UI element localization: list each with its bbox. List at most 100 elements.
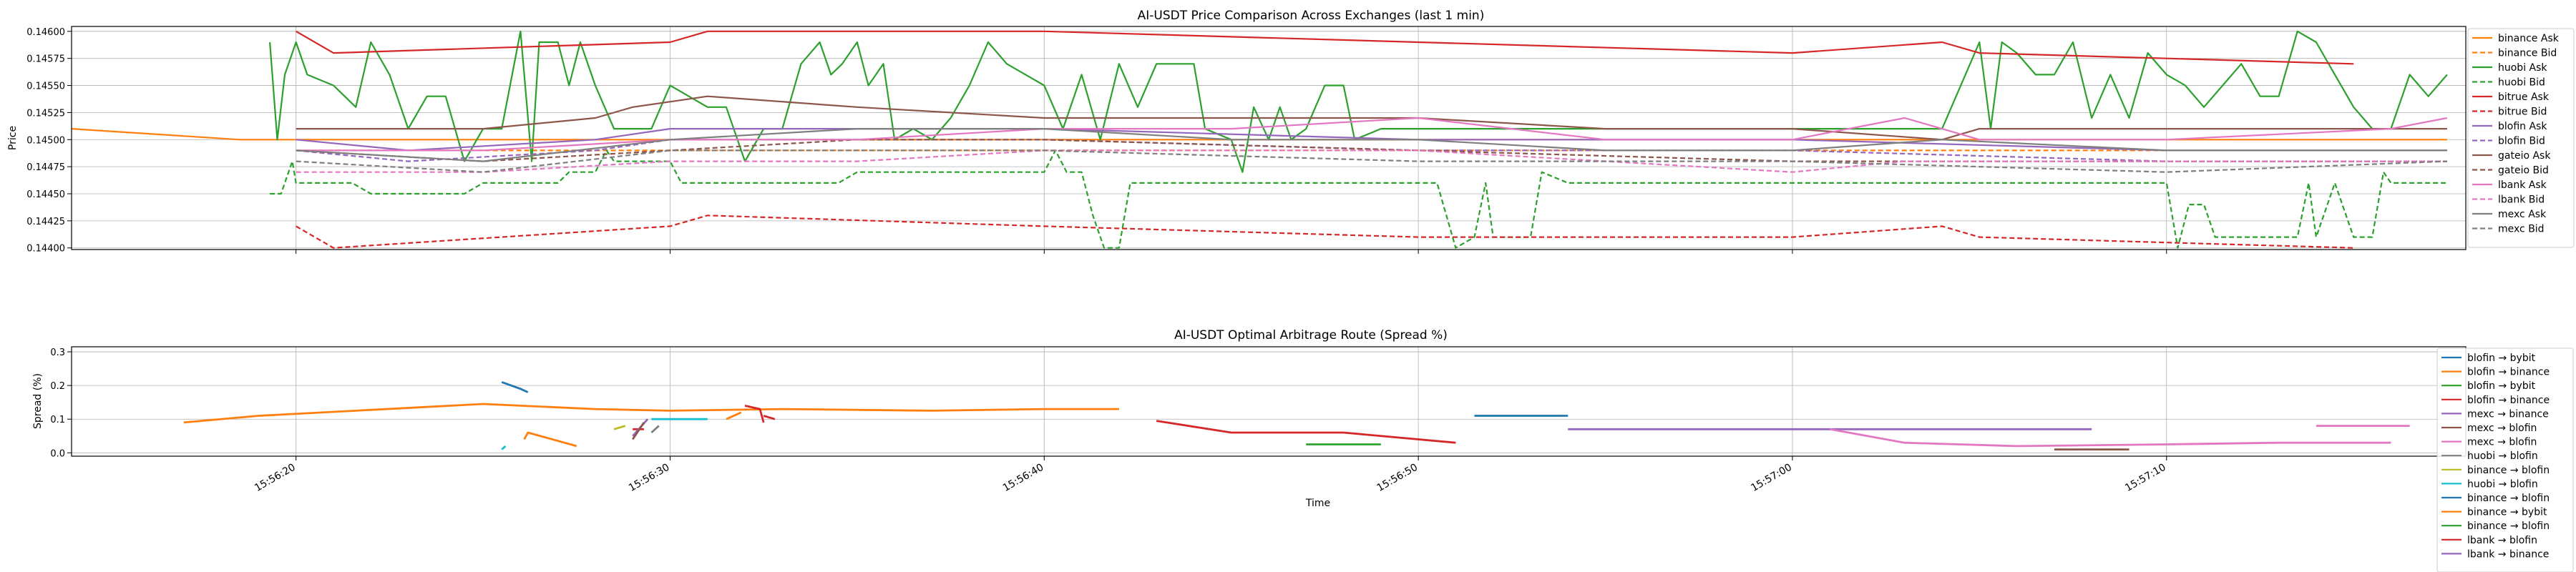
y-tick-label: 0.14600 xyxy=(26,27,65,38)
y-axis-label: Price xyxy=(7,126,19,150)
legend-label: binance → blofin xyxy=(2467,521,2550,532)
legend-box xyxy=(2467,28,2575,248)
legend-label: lbank Bid xyxy=(2498,194,2545,206)
legend-label: blofin → binance xyxy=(2467,367,2550,378)
series-line xyxy=(296,95,2447,141)
legend-label: huobi → blofin xyxy=(2467,450,2538,462)
series-path xyxy=(183,403,1119,424)
series-line xyxy=(269,30,2448,173)
series-path xyxy=(270,149,2447,249)
price-comparison-chart: AI-USDT Price Comparison Across Exchange… xyxy=(7,9,2575,255)
series-path xyxy=(296,149,2447,173)
legend-label: huobi → blofin xyxy=(2467,478,2538,490)
series-path xyxy=(501,381,529,393)
legend-label: bitrue Ask xyxy=(2498,92,2550,103)
y-axis: 0.14400 0.14425 0.14450 0.14475 0.14500 0.145… xyxy=(26,27,72,255)
series-line xyxy=(296,30,2354,65)
legend-label: mexc Bid xyxy=(2498,224,2545,235)
axes-frame xyxy=(71,26,2467,250)
series-path xyxy=(763,415,776,420)
legend-box xyxy=(2436,347,2574,572)
legend-label: lbank Ask xyxy=(2498,179,2547,191)
y-tick-label: 0.3 xyxy=(50,347,65,358)
series-path xyxy=(726,411,742,420)
y-axis-label: Spread (%) xyxy=(32,373,44,429)
legend: binance Ask binance Bid huobi Ask huobi Bid… xyxy=(2467,28,2575,248)
series-path xyxy=(1829,428,2391,448)
series-path xyxy=(650,425,660,434)
y-tick-label: 0.14500 xyxy=(26,135,65,146)
y-tick-label: 0.14475 xyxy=(26,162,65,173)
series-path xyxy=(1156,420,1456,444)
chart-title: AI-USDT Optimal Arbitrage Route (Spread … xyxy=(1174,328,1448,342)
legend-label: binance → blofin xyxy=(2467,465,2550,476)
plot-area xyxy=(183,381,2410,450)
series-line xyxy=(296,149,2447,173)
series-path xyxy=(296,128,2447,162)
series-line xyxy=(296,214,2354,249)
y-tick-label: 0.14550 xyxy=(26,82,65,92)
legend-label: binance → bybit xyxy=(2467,507,2547,518)
y-tick-label: 0.14400 xyxy=(26,244,65,255)
y-tick-label: 0.1 xyxy=(50,415,65,425)
legend-label: mexc Ask xyxy=(2498,209,2547,220)
series-line xyxy=(501,381,529,393)
series-path xyxy=(523,431,577,448)
series-line xyxy=(296,128,2447,162)
legend-label: mexc → blofin xyxy=(2467,423,2537,434)
legend: blofin → bybit blofin → binance blofin → b… xyxy=(2436,347,2574,572)
y-tick-label: 0.0 xyxy=(50,448,65,459)
series-line xyxy=(270,149,2447,249)
series-line xyxy=(296,139,2447,162)
series-path xyxy=(744,405,765,423)
legend-label: lbank → binance xyxy=(2467,548,2549,560)
series-line xyxy=(501,418,708,450)
series-path xyxy=(613,425,626,430)
grid xyxy=(72,347,2466,456)
legend-label: gateio Ask xyxy=(2498,150,2551,162)
y-tick-label: 0.14425 xyxy=(26,217,65,227)
series-line xyxy=(632,422,2129,450)
series-path xyxy=(501,445,507,450)
legend-label: blofin → bybit xyxy=(2467,380,2536,392)
series-path xyxy=(296,30,2354,65)
x-axis-label: Time xyxy=(1305,498,1330,509)
series-line xyxy=(523,411,742,448)
series-path xyxy=(296,139,2447,162)
legend-label: binance Bid xyxy=(2498,48,2557,59)
legend-label: blofin Ask xyxy=(2498,121,2547,132)
x-axis xyxy=(296,250,2167,254)
legend-label: lbank → blofin xyxy=(2467,535,2537,546)
legend-label: blofin → binance xyxy=(2467,395,2550,406)
legend-label: binance → blofin xyxy=(2467,493,2550,504)
series-path xyxy=(296,214,2354,249)
legend-label: blofin Bid xyxy=(2498,136,2545,147)
plot-area xyxy=(71,30,2448,249)
series-line xyxy=(1829,425,2410,448)
series-line xyxy=(183,403,1119,424)
series-path xyxy=(296,117,2448,152)
legend-label: huobi Ask xyxy=(2498,62,2547,74)
y-tick-label: 0.14525 xyxy=(26,108,65,119)
legend-label: blofin → bybit xyxy=(2467,352,2536,364)
series-path xyxy=(296,95,2447,141)
legend-label: huobi Bid xyxy=(2498,77,2545,89)
legend-label: mexc → blofin xyxy=(2467,437,2537,448)
series-line xyxy=(613,425,626,430)
series-path xyxy=(632,422,645,440)
chart-title: AI-USDT Price Comparison Across Exchange… xyxy=(1138,9,1485,23)
y-tick-label: 0.2 xyxy=(50,381,65,392)
y-tick-label: 0.14450 xyxy=(26,189,65,200)
series-path xyxy=(296,149,2447,173)
y-axis: 0.0 0.1 0.2 0.3 xyxy=(50,347,72,459)
y-tick-label: 0.14575 xyxy=(26,54,65,65)
series-line xyxy=(650,425,660,434)
legend-label: mexc → binance xyxy=(2467,408,2549,420)
legend-label: bitrue Bid xyxy=(2498,107,2547,118)
legend-label: binance Ask xyxy=(2498,33,2560,44)
series-line xyxy=(296,117,2448,152)
series-line xyxy=(763,415,776,420)
series-path xyxy=(269,30,2448,173)
